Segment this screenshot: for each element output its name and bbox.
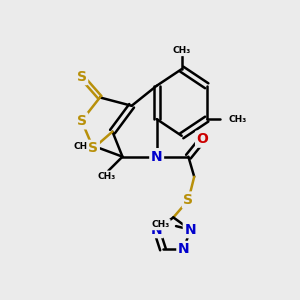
Text: S: S	[183, 193, 194, 207]
Text: S: S	[76, 70, 87, 84]
Text: CH₃: CH₃	[172, 46, 191, 55]
Text: O: O	[196, 132, 208, 146]
Text: N: N	[184, 223, 196, 237]
Text: N: N	[151, 150, 163, 164]
Text: S: S	[88, 141, 98, 155]
Text: S: S	[76, 114, 87, 128]
Text: CH₃: CH₃	[151, 220, 169, 229]
Text: CH₃: CH₃	[98, 172, 116, 181]
Text: CH₃: CH₃	[74, 142, 92, 152]
Text: N: N	[151, 223, 162, 237]
Text: CH₃: CH₃	[228, 115, 247, 124]
Text: N: N	[178, 242, 190, 256]
